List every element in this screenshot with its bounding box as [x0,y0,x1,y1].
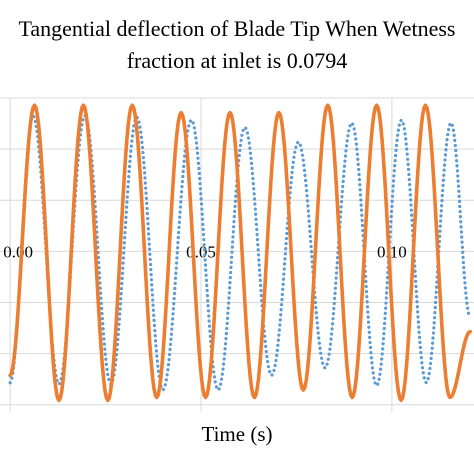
x-tick-label-2: 0.10 [377,242,407,261]
chart-title-line-1: Tangential deflection of Blade Tip When … [18,16,456,41]
series-layer [8,103,472,403]
grid-layer [0,97,474,412]
chart-title-line-2: fraction at inlet is 0.0794 [126,48,348,73]
x-axis-label: Time (s) [201,422,273,446]
series-line-1 [8,103,472,403]
x-tick-label-0: 0.00 [3,242,33,261]
x-tick-label-1: 0.05 [186,242,216,261]
